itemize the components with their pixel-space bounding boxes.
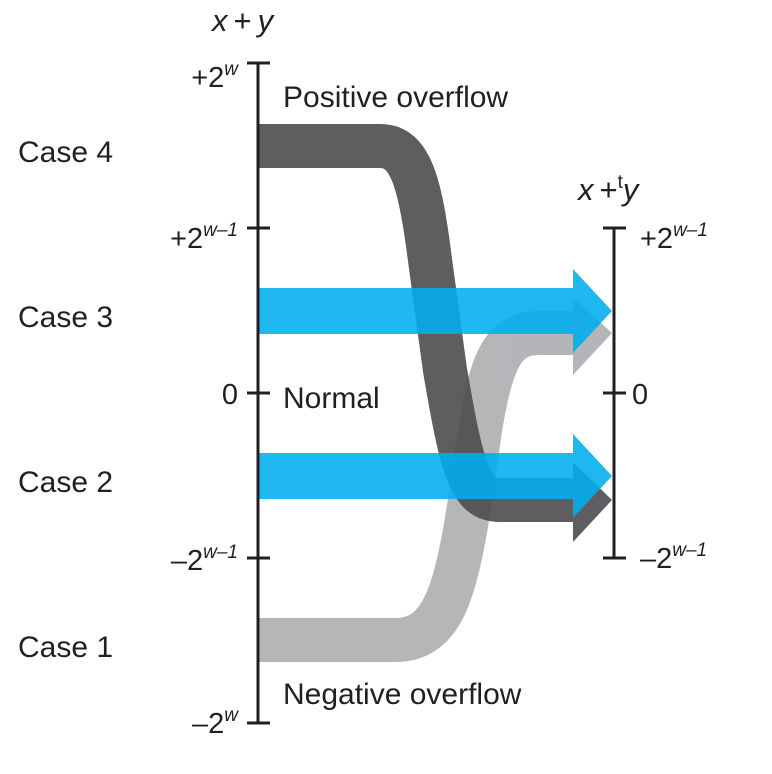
- right-axis-title: x +ty: [576, 172, 641, 207]
- left-tick-label-half-max: +2w–1: [170, 220, 238, 255]
- case-4-label: Case 4: [18, 136, 113, 169]
- right-tick-label-zero: 0: [632, 379, 648, 411]
- left-tick-label-half-min: –2w–1: [171, 542, 238, 577]
- negative-overflow-label: Negative overflow: [283, 678, 522, 711]
- case-3-label: Case 3: [18, 301, 113, 334]
- left-tick-label-zero: 0: [222, 379, 238, 411]
- case-2-arrowhead: [573, 434, 612, 518]
- left-tick-label-max: +2w: [191, 59, 239, 94]
- left-tick-label-min: –2w: [192, 705, 239, 740]
- case-1-label: Case 1: [18, 631, 113, 664]
- positive-overflow-label: Positive overflow: [283, 81, 508, 114]
- left-axis: x + y +2w +2w–1 0 –2w–1 –2w: [170, 3, 276, 740]
- case-3-flow: [258, 269, 612, 353]
- left-axis-title: x + y: [210, 3, 276, 38]
- normal-label: Normal: [283, 382, 380, 415]
- case-3-arrowhead: [573, 269, 612, 353]
- right-tick-label-half-min: –2w–1: [640, 540, 707, 575]
- right-tick-label-half-max: +2w–1: [640, 220, 708, 255]
- case-2-label: Case 2: [18, 466, 113, 499]
- right-axis: x +ty +2w–1 0 –2w–1: [576, 172, 708, 575]
- case-2-band: [258, 453, 576, 499]
- case-3-band: [258, 288, 576, 334]
- case-2-flow: [258, 434, 612, 518]
